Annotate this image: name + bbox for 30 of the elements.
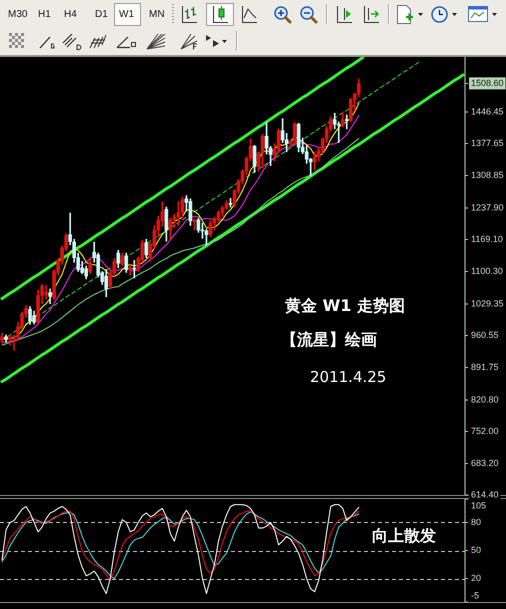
y-tick-label: 80 xyxy=(471,516,482,527)
y-tick-label: 105 xyxy=(471,500,486,510)
text: H1 xyxy=(38,9,51,21)
annotation: 【流星】绘画 xyxy=(281,330,377,350)
y-tick-label: 1169.10 xyxy=(471,234,503,244)
y-tick-label: 820.80 xyxy=(471,394,499,404)
y-tick-label: 891.75 xyxy=(471,362,499,372)
y-tick-label: 1446.45 xyxy=(471,106,504,117)
y-tick-label: 1377.65 xyxy=(471,138,504,148)
y-tick-label: -5 xyxy=(471,590,480,600)
annotation: 向上散发 xyxy=(372,526,436,546)
y-tick-label: 20 xyxy=(471,573,482,584)
text: M30 xyxy=(8,9,28,21)
y-tick-label: 1508.60 xyxy=(471,78,504,88)
annotation: 2011.4.25 xyxy=(310,368,386,386)
y-tick-label: 1029.35 xyxy=(471,298,504,308)
candlestick xyxy=(228,198,232,208)
y-tick-label: 1100.30 xyxy=(471,266,503,276)
text: D1 xyxy=(95,9,108,21)
annotation: 黄金 W1 走势图 xyxy=(284,296,405,316)
y-tick-label: 614.40 xyxy=(471,489,499,500)
y-tick-label: 50 xyxy=(471,544,482,555)
y-tick-label: 1308.85 xyxy=(471,170,504,180)
y-tick-label: 1237.90 xyxy=(471,202,504,212)
y-tick-label: 683.20 xyxy=(471,458,499,468)
text: MN xyxy=(149,9,165,21)
y-tick-label: 752.00 xyxy=(471,426,499,436)
text: H4 xyxy=(64,9,77,21)
text: W1 xyxy=(119,9,134,21)
y-tick-label: 960.55 xyxy=(471,330,499,340)
